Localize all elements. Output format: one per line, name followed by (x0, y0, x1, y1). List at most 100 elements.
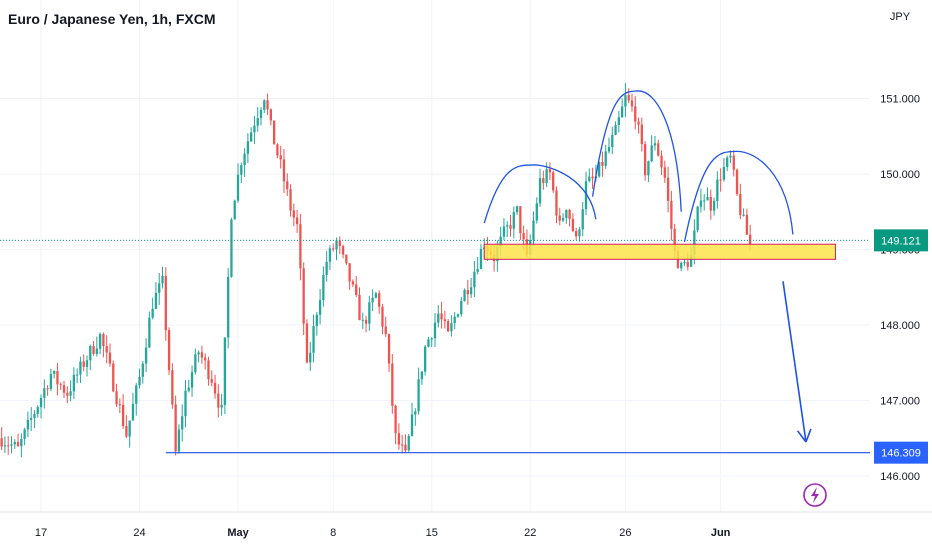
candle-body (177, 429, 181, 452)
candle-body (289, 189, 292, 211)
candle-body (20, 438, 23, 447)
candle-body (391, 363, 394, 406)
candle-body (53, 371, 56, 374)
candle-body (686, 261, 689, 267)
candle-body (716, 179, 719, 201)
candle-body (742, 214, 745, 216)
candle-body (105, 346, 108, 353)
candle-body (348, 263, 351, 282)
candle-body (515, 206, 519, 213)
candle-body (453, 316, 456, 324)
candle-body (378, 293, 381, 307)
candle-body (49, 373, 53, 389)
candle-body (46, 388, 49, 390)
candle-body (499, 236, 502, 247)
candle-body (604, 151, 607, 166)
time-axis[interactable]: 17 24 May 8 15 22 26 Jun (0, 511, 932, 539)
candle-body (269, 109, 272, 121)
candle-body (36, 407, 39, 414)
candle-body (256, 118, 259, 126)
candle-body (624, 95, 627, 107)
candle-body (39, 397, 43, 408)
candle-body (617, 117, 620, 125)
candle-body (167, 330, 171, 371)
candle-body (555, 190, 558, 216)
candle-body (424, 346, 427, 372)
current-price-label: 149.121 (881, 235, 921, 247)
candle-body (217, 393, 220, 408)
candle-body (246, 141, 250, 154)
candle-body (345, 254, 348, 264)
candle-body (542, 178, 545, 184)
candle-body (72, 374, 76, 392)
candle-body (726, 157, 729, 168)
candle-body (181, 416, 184, 430)
candle-body (519, 206, 522, 234)
target-price-label: 146.309 (881, 448, 921, 460)
candle-body (591, 176, 594, 179)
candle-body (699, 200, 703, 207)
candle-body (670, 200, 673, 229)
y-tick-label: 147.000 (880, 396, 920, 408)
candle-body (427, 339, 430, 347)
candle-body (578, 229, 581, 237)
candle-body (33, 413, 36, 419)
candle-body (532, 220, 535, 240)
candle-body (131, 403, 135, 421)
candle-body (190, 372, 194, 388)
candle-body (414, 411, 417, 415)
candle-body (410, 414, 414, 436)
candle-body (660, 155, 663, 168)
candle-body (374, 293, 378, 298)
candle-body (148, 317, 151, 348)
candle-body (598, 162, 601, 177)
candle-body (361, 319, 364, 321)
candle-body (184, 390, 187, 417)
candle-body (115, 391, 118, 405)
target-price-badge (874, 441, 928, 464)
y-tick-label: 151.000 (880, 94, 920, 106)
lightning-icon-bolt (811, 487, 819, 503)
shoulder-arc (483, 164, 597, 224)
candle-body (16, 442, 20, 447)
candle-body (552, 172, 555, 191)
candle-body (637, 121, 640, 125)
arrow-head (796, 430, 807, 443)
candle-body (151, 308, 154, 318)
candle-body (161, 275, 164, 284)
candle-body (463, 289, 466, 301)
price-axis[interactable]: 146.000147.000148.000149.000150.000151.0… (874, 94, 928, 484)
candle-body (328, 248, 332, 262)
candle-body (548, 169, 552, 173)
candle-body (535, 203, 538, 221)
candle-body (630, 100, 634, 107)
candle-body (240, 164, 243, 175)
candle-body (450, 323, 453, 332)
candle-body (154, 292, 158, 309)
candle-body (663, 167, 666, 178)
candle-body (263, 100, 266, 110)
candle-body (433, 322, 437, 339)
x-tick-label: 24 (133, 527, 145, 539)
candle-body (588, 176, 591, 182)
candle-body (171, 370, 174, 405)
candle-body (476, 268, 479, 272)
candle-body (680, 262, 683, 269)
candle-body (355, 284, 358, 295)
candle-body (689, 254, 693, 267)
candle-body (95, 348, 98, 354)
drawings[interactable] (0, 90, 870, 507)
candle-body (732, 155, 735, 170)
candle-body (213, 382, 217, 394)
candle-body (683, 261, 686, 263)
candle-body (397, 433, 401, 445)
candle-body (250, 132, 253, 142)
candle-body (440, 313, 443, 320)
x-tick-label: 22 (524, 527, 536, 539)
candle-body (722, 167, 726, 180)
candle-body (653, 143, 657, 146)
candle-body (128, 420, 131, 437)
projection-arrow (782, 281, 807, 443)
